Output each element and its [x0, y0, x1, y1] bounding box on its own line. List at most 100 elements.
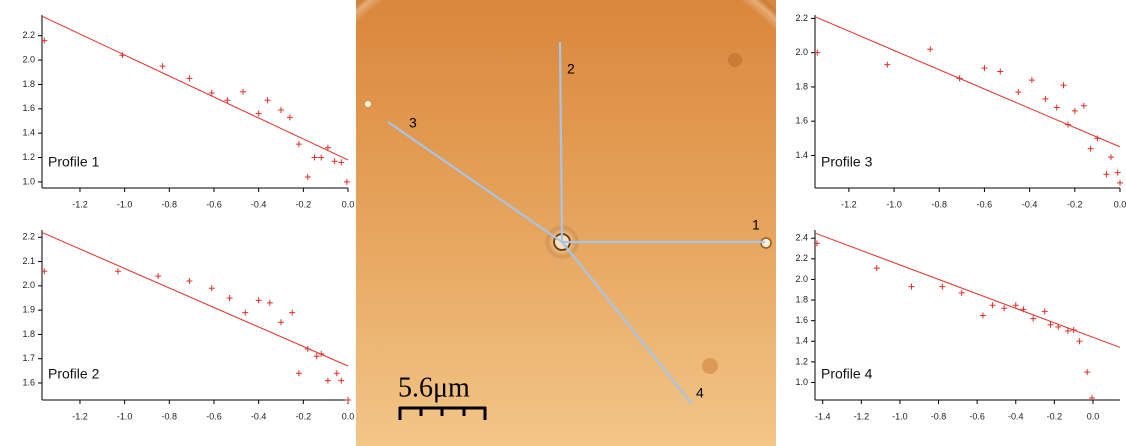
y-tick-label: 1.9	[22, 305, 35, 315]
data-point	[345, 397, 351, 403]
data-point	[334, 370, 340, 376]
x-tick-label: -0.2	[1047, 411, 1063, 421]
x-tick-label: -0.8	[162, 411, 178, 421]
data-point	[959, 290, 965, 296]
x-tick-label: -0.4	[1008, 411, 1024, 421]
data-point	[209, 285, 215, 291]
y-tick-label: 2.0	[22, 280, 35, 290]
x-tick-label: 0.0	[342, 199, 355, 209]
y-tick-label: 2.0	[22, 54, 35, 64]
line-label: 2	[567, 61, 575, 77]
profile-label: Profile 3	[821, 154, 873, 170]
data-point	[296, 141, 302, 147]
data-point	[278, 319, 284, 325]
data-point	[332, 158, 338, 164]
data-point	[267, 300, 273, 306]
data-point	[186, 278, 192, 284]
data-point	[1020, 306, 1026, 312]
x-tick-label: -0.4	[251, 411, 267, 421]
data-point	[957, 75, 963, 81]
data-point	[909, 284, 915, 290]
profile-label: Profile 1	[48, 154, 100, 170]
data-point	[338, 159, 344, 165]
y-tick-label: 1.2	[795, 356, 808, 366]
data-point	[311, 155, 317, 161]
data-point	[278, 107, 284, 113]
x-tick-label: -1.0	[117, 199, 133, 209]
y-tick-label: 1.6	[795, 116, 808, 126]
data-point	[927, 46, 933, 52]
y-tick-label: 2.2	[22, 232, 35, 242]
figure: 1 2 3 4 5.6μm 1.01.21.41.61.82.02.2-1.2-…	[0, 0, 1126, 446]
x-tick-label: -0.2	[1067, 199, 1083, 209]
afm-image: 1 2 3 4 5.6μm	[356, 0, 776, 446]
data-point	[115, 268, 121, 274]
x-tick-label: -1.0	[886, 199, 902, 209]
data-point	[256, 111, 262, 117]
data-point	[1076, 338, 1082, 344]
data-point	[1117, 180, 1123, 186]
x-tick-label: -1.4	[815, 411, 831, 421]
x-tick-label: -1.2	[72, 411, 88, 421]
y-tick-label: 1.8	[795, 81, 808, 91]
y-tick-label: 1.6	[22, 103, 35, 113]
data-point	[939, 284, 945, 290]
data-point	[305, 174, 311, 180]
data-point	[884, 62, 890, 68]
data-point	[990, 302, 996, 308]
y-tick-label: 1.6	[795, 315, 808, 325]
data-point	[1084, 369, 1090, 375]
data-point	[186, 75, 192, 81]
data-point	[227, 295, 233, 301]
y-tick-label: 1.8	[22, 329, 35, 339]
fit-line	[815, 17, 1120, 147]
line-label: 3	[409, 115, 417, 131]
y-tick-label: 1.4	[795, 150, 808, 160]
x-tick-label: -1.2	[854, 411, 870, 421]
data-point	[318, 155, 324, 161]
fit-line	[42, 232, 348, 366]
scale-bar-label: 5.6μm	[398, 372, 470, 403]
y-tick-label: 1.8	[22, 79, 35, 89]
data-point	[1015, 89, 1021, 95]
data-point	[1103, 171, 1109, 177]
profile-label: Profile 4	[821, 366, 873, 382]
y-tick-label: 1.6	[22, 377, 35, 387]
x-tick-label: -0.8	[931, 411, 947, 421]
data-point	[325, 378, 331, 384]
y-tick-label: 1.2	[22, 152, 35, 162]
data-point	[980, 313, 986, 319]
data-point	[1065, 122, 1071, 128]
data-point	[1030, 316, 1036, 322]
x-tick-label: -0.6	[969, 411, 985, 421]
data-point	[242, 310, 248, 316]
data-point	[344, 179, 350, 185]
profile-label: Profile 2	[48, 366, 100, 382]
data-point	[1115, 170, 1121, 176]
data-point	[1061, 82, 1067, 88]
data-point	[240, 89, 246, 95]
x-tick-label: 0.0	[342, 411, 355, 421]
data-point	[256, 297, 262, 303]
data-point	[997, 69, 1003, 75]
x-tick-label: -0.2	[296, 199, 312, 209]
data-point	[305, 346, 311, 352]
data-point	[1029, 77, 1035, 83]
data-point	[1054, 104, 1060, 110]
data-point	[1108, 154, 1114, 160]
data-point	[289, 310, 295, 316]
x-tick-label: -0.8	[162, 199, 178, 209]
data-point	[1081, 103, 1087, 109]
line-label: 4	[696, 385, 704, 401]
data-point	[1042, 96, 1048, 102]
data-point	[1071, 327, 1077, 333]
data-point	[155, 273, 161, 279]
data-point	[1072, 108, 1078, 114]
x-tick-label: -1.2	[72, 199, 88, 209]
x-tick-label: -1.2	[841, 199, 857, 209]
x-tick-label: -0.6	[977, 199, 993, 209]
data-point	[296, 370, 302, 376]
y-tick-label: 1.8	[795, 294, 808, 304]
fit-line	[42, 16, 348, 160]
data-point	[1088, 146, 1094, 152]
